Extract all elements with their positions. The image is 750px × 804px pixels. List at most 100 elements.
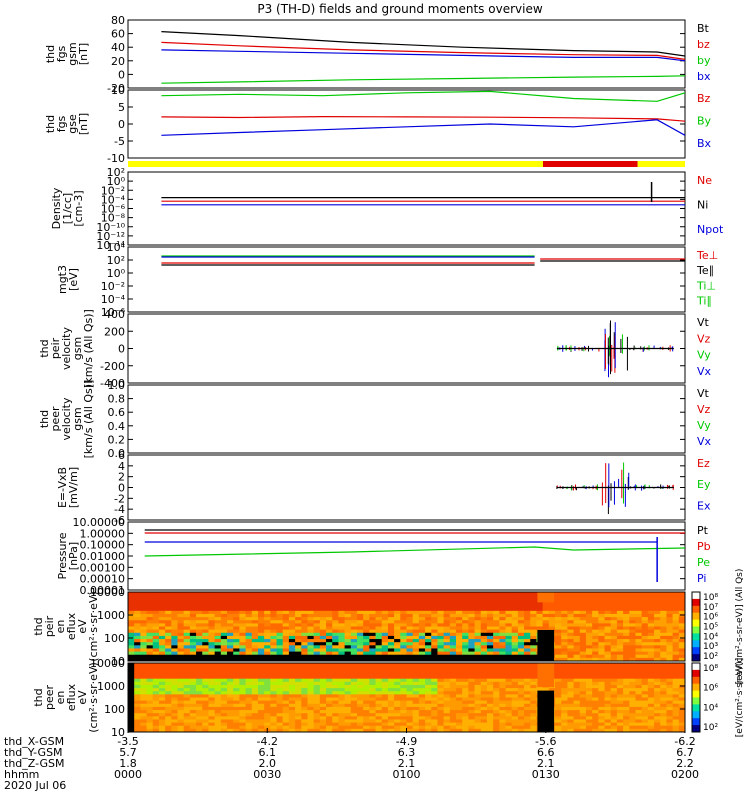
heatmap-cell	[307, 672, 315, 677]
heatmap-cell	[678, 639, 686, 643]
series-bz	[161, 41, 686, 60]
heatmap-cell	[474, 678, 482, 683]
heatmap-cell	[480, 657, 488, 662]
heatmap-cell	[338, 684, 346, 689]
heatmap-cell	[307, 678, 315, 683]
heatmap-cell	[128, 666, 135, 670]
heatmap-cell	[412, 719, 420, 724]
heatmap-cell	[387, 713, 395, 717]
heatmap-cell	[530, 703, 537, 708]
heatmap-cell	[313, 610, 321, 615]
heatmap-cell	[474, 617, 482, 621]
heatmap-cell	[499, 719, 507, 724]
heatmap-cell	[319, 645, 327, 649]
heatmap-cell	[245, 728, 253, 733]
heatmap-cell	[443, 669, 451, 673]
heatmap-cell	[406, 703, 414, 708]
heatmap-cell	[369, 710, 377, 714]
y-tick-label: 10⁰	[107, 175, 126, 188]
heatmap-cell	[555, 691, 562, 695]
heatmap-cell	[511, 722, 519, 727]
y-axis-label: eflux	[65, 683, 78, 711]
heatmap-cell	[548, 626, 556, 631]
heatmap-cell	[585, 722, 593, 727]
heatmap-cell	[363, 626, 370, 631]
heatmap-cell	[592, 672, 599, 677]
heatmap-cell	[437, 675, 445, 680]
heatmap-cell	[387, 604, 395, 609]
heatmap-cell	[610, 700, 618, 705]
heatmap-cell	[418, 639, 426, 643]
heatmap-cell	[418, 684, 426, 689]
heatmap-cell	[425, 663, 432, 667]
heatmap-cell	[511, 610, 519, 615]
heatmap-cell	[524, 601, 531, 606]
heatmap-cell	[363, 688, 370, 692]
heatmap-cell	[202, 697, 209, 702]
heatmap-cell	[480, 639, 488, 643]
heatmap-cell	[616, 675, 624, 680]
panel-frame	[127, 19, 686, 89]
heatmap-cell	[654, 725, 661, 730]
heatmap-cell	[356, 666, 364, 670]
heatmap-cell	[666, 613, 674, 618]
heatmap-cell	[152, 663, 160, 667]
heatmap-cell	[468, 706, 476, 711]
heatmap-cell	[270, 703, 278, 708]
heatmap-cell	[282, 675, 290, 680]
heatmap-cell	[356, 697, 364, 702]
heatmap-cell	[245, 675, 253, 680]
heatmap-cell	[579, 688, 587, 692]
heatmap-cell	[381, 592, 389, 596]
heatmap-cell	[301, 610, 308, 615]
heatmap-cell	[486, 684, 494, 689]
heatmap-cell	[183, 719, 191, 724]
heatmap-cell	[437, 629, 445, 634]
heatmap-cell	[449, 601, 457, 606]
heatmap-cell	[678, 617, 686, 621]
heatmap-cell	[295, 663, 302, 667]
heatmap-cell	[140, 607, 148, 612]
colorbar-cell	[692, 619, 700, 627]
heatmap-cell	[511, 620, 519, 624]
legend-Vy: Vy	[697, 419, 711, 432]
heatmap-cell	[146, 635, 154, 640]
heatmap-cell	[567, 713, 575, 717]
heatmap-cell	[462, 710, 469, 714]
heatmap-cell	[251, 703, 259, 708]
heatmap-cell	[418, 607, 426, 612]
heatmap-cell	[264, 642, 271, 646]
heatmap-cell	[313, 669, 321, 673]
heatmap-cell	[350, 648, 358, 653]
heatmap-cell	[257, 684, 265, 689]
heatmap-cell	[641, 610, 649, 615]
heatmap-cell	[406, 642, 414, 646]
heatmap-cell	[616, 678, 624, 683]
heatmap-cell	[449, 694, 457, 698]
heatmap-cell	[344, 613, 352, 618]
heatmap-cell	[165, 626, 172, 631]
heatmap-cell	[251, 716, 259, 720]
heatmap-cell	[443, 700, 451, 705]
heatmap-cell	[202, 635, 209, 640]
heatmap-cell	[629, 651, 636, 656]
heatmap-cell	[468, 684, 476, 689]
heatmap-cell	[505, 642, 513, 646]
heatmap-cell	[449, 657, 457, 662]
heatmap-cell	[579, 645, 587, 649]
heatmap-cell	[257, 607, 265, 612]
heatmap-cell	[499, 632, 507, 637]
heatmap-cell	[585, 663, 593, 667]
heatmap-cell	[418, 697, 426, 702]
heatmap-cell	[257, 719, 265, 724]
heatmap-cell	[134, 607, 141, 612]
heatmap-cell	[301, 642, 308, 646]
heatmap-cell	[654, 607, 661, 612]
heatmap-cell	[288, 648, 296, 653]
heatmap-cell	[654, 697, 661, 702]
heatmap-cell	[505, 706, 513, 711]
heatmap-cell	[152, 700, 160, 705]
heatmap-cell	[561, 642, 568, 646]
heatmap-cell	[183, 651, 191, 656]
y-tick-label: 10	[111, 84, 125, 97]
